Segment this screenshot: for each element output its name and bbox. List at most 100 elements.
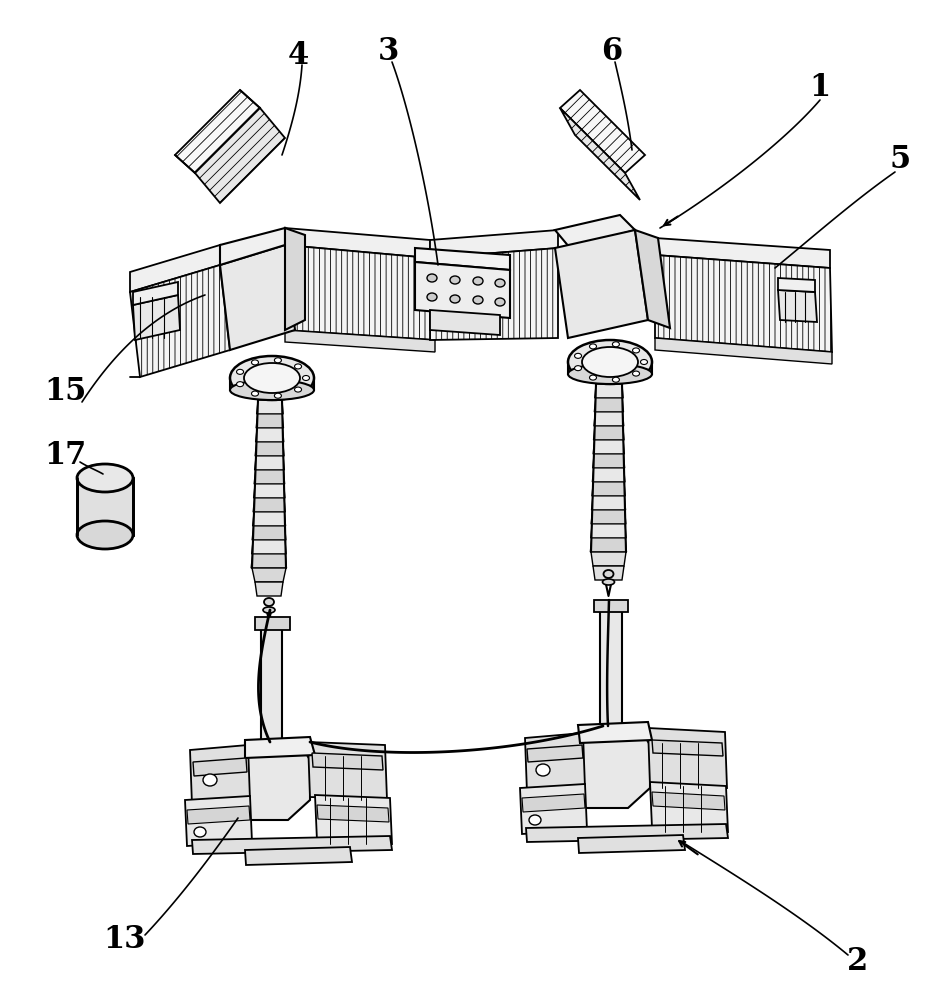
Polygon shape — [133, 282, 178, 305]
Polygon shape — [185, 796, 252, 846]
Ellipse shape — [568, 340, 652, 384]
Polygon shape — [591, 496, 626, 510]
Polygon shape — [195, 108, 285, 203]
Ellipse shape — [450, 276, 460, 284]
Text: 15: 15 — [44, 376, 87, 408]
Polygon shape — [253, 484, 285, 498]
Polygon shape — [255, 617, 290, 630]
Polygon shape — [560, 90, 645, 173]
Polygon shape — [655, 255, 832, 352]
Ellipse shape — [230, 380, 314, 400]
Polygon shape — [285, 228, 305, 330]
Polygon shape — [591, 552, 626, 566]
Polygon shape — [635, 230, 670, 328]
Ellipse shape — [473, 296, 483, 304]
Ellipse shape — [251, 391, 259, 396]
Polygon shape — [285, 228, 430, 258]
Ellipse shape — [574, 353, 582, 358]
Polygon shape — [555, 230, 648, 338]
Ellipse shape — [641, 360, 647, 364]
Ellipse shape — [473, 277, 483, 285]
Polygon shape — [130, 245, 220, 292]
Polygon shape — [254, 456, 285, 470]
Ellipse shape — [536, 764, 550, 776]
Ellipse shape — [244, 363, 300, 393]
Polygon shape — [220, 228, 285, 265]
Text: 13: 13 — [103, 924, 146, 956]
Polygon shape — [600, 608, 622, 730]
Polygon shape — [593, 426, 624, 440]
Ellipse shape — [632, 371, 640, 376]
Polygon shape — [252, 512, 286, 526]
Polygon shape — [245, 737, 315, 758]
Polygon shape — [312, 753, 383, 770]
Ellipse shape — [450, 295, 460, 303]
Polygon shape — [253, 498, 286, 512]
Polygon shape — [187, 806, 250, 824]
Polygon shape — [592, 468, 625, 482]
Polygon shape — [590, 538, 627, 552]
Polygon shape — [254, 470, 285, 484]
Ellipse shape — [495, 298, 505, 306]
Polygon shape — [778, 290, 817, 322]
Ellipse shape — [574, 366, 582, 371]
Ellipse shape — [77, 464, 133, 492]
Polygon shape — [190, 745, 250, 805]
Polygon shape — [526, 824, 728, 842]
Text: 4: 4 — [288, 39, 308, 70]
Ellipse shape — [275, 358, 281, 363]
Polygon shape — [430, 230, 558, 258]
Text: 2: 2 — [847, 946, 869, 978]
Polygon shape — [415, 262, 510, 318]
Polygon shape — [315, 795, 392, 844]
Polygon shape — [648, 728, 727, 788]
Polygon shape — [285, 245, 435, 340]
Polygon shape — [430, 310, 500, 335]
Polygon shape — [568, 362, 652, 374]
Polygon shape — [592, 482, 626, 496]
Ellipse shape — [427, 274, 437, 282]
Polygon shape — [522, 794, 585, 812]
Polygon shape — [193, 758, 247, 776]
Polygon shape — [578, 722, 652, 743]
Text: 3: 3 — [377, 36, 398, 68]
Text: 5: 5 — [889, 144, 911, 176]
Polygon shape — [652, 792, 725, 810]
Polygon shape — [595, 384, 623, 398]
Polygon shape — [133, 295, 180, 340]
Polygon shape — [591, 510, 626, 524]
Text: 17: 17 — [44, 440, 87, 471]
Polygon shape — [578, 835, 685, 853]
Polygon shape — [593, 566, 624, 580]
Polygon shape — [525, 733, 585, 793]
Ellipse shape — [264, 598, 274, 606]
Ellipse shape — [582, 347, 638, 377]
Ellipse shape — [294, 387, 302, 392]
Polygon shape — [655, 338, 832, 364]
Polygon shape — [650, 782, 728, 832]
Polygon shape — [560, 108, 640, 200]
Polygon shape — [580, 725, 650, 808]
Polygon shape — [652, 740, 723, 756]
Polygon shape — [655, 238, 830, 268]
Polygon shape — [527, 745, 583, 762]
Polygon shape — [220, 245, 295, 350]
Text: 1: 1 — [809, 73, 830, 104]
Ellipse shape — [251, 360, 259, 365]
Polygon shape — [778, 278, 815, 292]
Ellipse shape — [303, 375, 309, 380]
Ellipse shape — [230, 356, 314, 400]
Polygon shape — [251, 540, 287, 554]
Polygon shape — [130, 265, 230, 377]
Ellipse shape — [529, 815, 541, 825]
Polygon shape — [593, 454, 625, 468]
Text: 6: 6 — [601, 36, 623, 68]
Ellipse shape — [602, 579, 614, 585]
Ellipse shape — [236, 369, 244, 374]
Ellipse shape — [236, 382, 244, 387]
Polygon shape — [251, 554, 287, 568]
Polygon shape — [255, 582, 283, 596]
Polygon shape — [256, 414, 284, 428]
Polygon shape — [257, 400, 283, 414]
Ellipse shape — [77, 521, 133, 549]
